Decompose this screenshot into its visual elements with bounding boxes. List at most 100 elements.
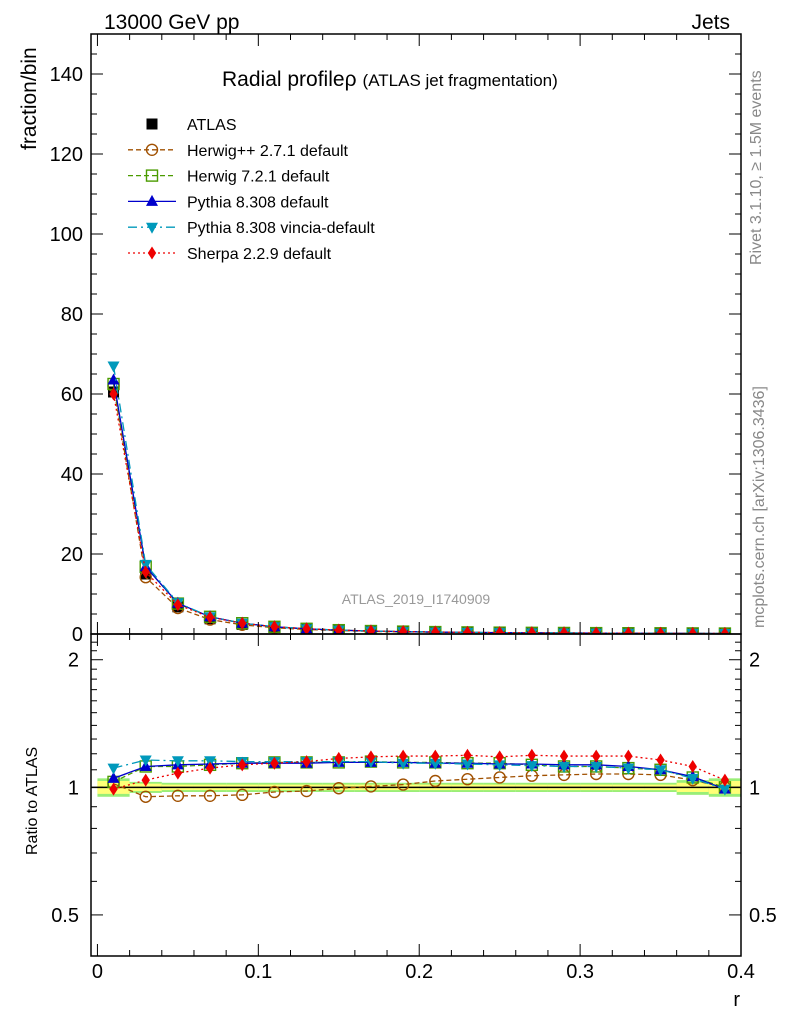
ratio-point	[622, 763, 635, 775]
legend-label: Sherpa 2.2.9 default	[187, 246, 332, 263]
main-panel-series	[107, 361, 732, 634]
legend-label: Pythia 8.308 default	[187, 194, 329, 211]
data-point	[173, 598, 183, 612]
legend-marker	[145, 169, 159, 182]
ratio-point	[396, 778, 410, 791]
legend-entry: Herwig 7.2.1 default	[128, 169, 330, 186]
legend-entry: Herwig++ 2.7.1 default	[128, 143, 349, 160]
legend-entry: Sherpa 2.2.9 default	[128, 246, 332, 263]
legend-entry: Pythia 8.308 default	[128, 194, 329, 211]
legend-entry: Pythia 8.308 vincia-default	[128, 220, 375, 237]
data-point	[302, 622, 311, 634]
data-point	[109, 387, 118, 401]
data-point	[720, 626, 730, 634]
title-symbol: ρ	[345, 68, 357, 91]
y-tick-label: 0	[72, 624, 83, 646]
ratio-point	[559, 749, 569, 763]
data-point	[656, 626, 665, 634]
data-point	[238, 616, 247, 630]
ratio-point	[171, 789, 185, 803]
ratio-point	[461, 759, 474, 771]
ratio-point	[141, 773, 150, 787]
ratio-y-tick-label-right: 2	[749, 650, 760, 672]
data-point	[463, 625, 472, 634]
title-text: Radial profile	[222, 68, 345, 91]
legend-entry: ATLAS	[146, 117, 237, 134]
data-point	[495, 626, 504, 634]
data-point	[688, 626, 697, 634]
mcplots-label: mcplots.cern.ch [arXiv:1306.3436]	[751, 386, 768, 628]
data-point	[431, 625, 440, 634]
x-tick-label: 0.4	[727, 961, 755, 983]
y-tick-label: 60	[61, 384, 83, 406]
ratio-point	[591, 749, 601, 763]
ratio-point	[720, 773, 730, 787]
ratio-uncertainty-band	[91, 778, 741, 797]
ratio-point	[366, 750, 376, 764]
data-point	[107, 373, 120, 385]
title-subtitle: (ATLAS jet fragmentation)	[363, 71, 558, 90]
data-point	[591, 626, 601, 634]
ratio-point	[364, 780, 378, 793]
x-tick-label: 0.1	[244, 961, 272, 983]
data-point	[141, 565, 150, 579]
x-axis-title: r	[733, 989, 740, 1011]
y-axis-title-main: fraction/bin	[18, 47, 41, 150]
ratio-line	[113, 759, 726, 790]
data-point	[107, 361, 120, 373]
energy-label: 13000 GeV pp	[104, 11, 239, 34]
data-point	[559, 626, 569, 634]
ratio-point	[429, 774, 442, 788]
legend-label: Herwig 7.2.1 default	[187, 169, 330, 186]
ratio-point	[139, 755, 152, 767]
legend-label: Pythia 8.308 vincia-default	[187, 220, 375, 237]
ratio-point	[431, 749, 440, 763]
y-tick-label: 120	[50, 144, 83, 166]
ratio-point	[171, 756, 184, 768]
ratio-point	[656, 753, 665, 767]
legend-marker	[146, 118, 158, 130]
ratio-point	[463, 748, 472, 762]
data-point	[139, 559, 152, 571]
main-title: Radial profileρ (ATLAS jet fragmentation)	[222, 68, 558, 91]
ratio-point	[203, 789, 217, 803]
data-point	[366, 624, 376, 634]
ratio-point	[527, 748, 537, 762]
ratio-point	[107, 763, 120, 775]
ratio-point	[686, 773, 699, 785]
rivet-version-label: Rivet 3.1.10, ≥ 1.5M events	[748, 70, 765, 265]
ratio-point	[205, 761, 215, 775]
ratio-point	[654, 765, 667, 777]
ratio-point	[624, 749, 633, 763]
process-label: Jets	[691, 11, 730, 34]
x-tick-label: 0.3	[566, 961, 594, 983]
ratio-point	[429, 758, 442, 770]
ratio-y-tick-label-right: 1	[749, 777, 760, 799]
x-tick-label: 0.2	[405, 961, 433, 983]
ratio-point	[718, 784, 731, 796]
ratio-point	[590, 761, 603, 773]
ratio-point	[558, 761, 571, 773]
legend-label: Herwig++ 2.7.1 default	[187, 143, 349, 160]
y-tick-label: 40	[61, 464, 83, 486]
ratio-point	[493, 771, 506, 784]
analysis-watermark: ATLAS_2019_I1740909	[342, 591, 491, 607]
ratio-point	[268, 785, 281, 799]
y-tick-label: 140	[50, 64, 83, 86]
ratio-point	[397, 758, 410, 770]
ratio-point	[398, 749, 408, 763]
legend-label: ATLAS	[187, 117, 237, 134]
legend-marker	[145, 143, 159, 157]
ratio-y-tick-label: 0.5	[51, 905, 79, 927]
legend-marker	[147, 246, 157, 260]
data-point	[398, 625, 408, 634]
ratio-point	[688, 759, 697, 773]
ratio-point	[139, 790, 152, 803]
ratio-point	[332, 782, 345, 795]
ratio-point	[334, 751, 343, 765]
legend-marker	[146, 222, 158, 234]
ratio-y-tick-label: 2	[68, 650, 79, 672]
ratio-point	[300, 784, 313, 798]
ratio-point	[109, 782, 118, 796]
series-sherpa-2-2-9-default	[109, 387, 730, 634]
